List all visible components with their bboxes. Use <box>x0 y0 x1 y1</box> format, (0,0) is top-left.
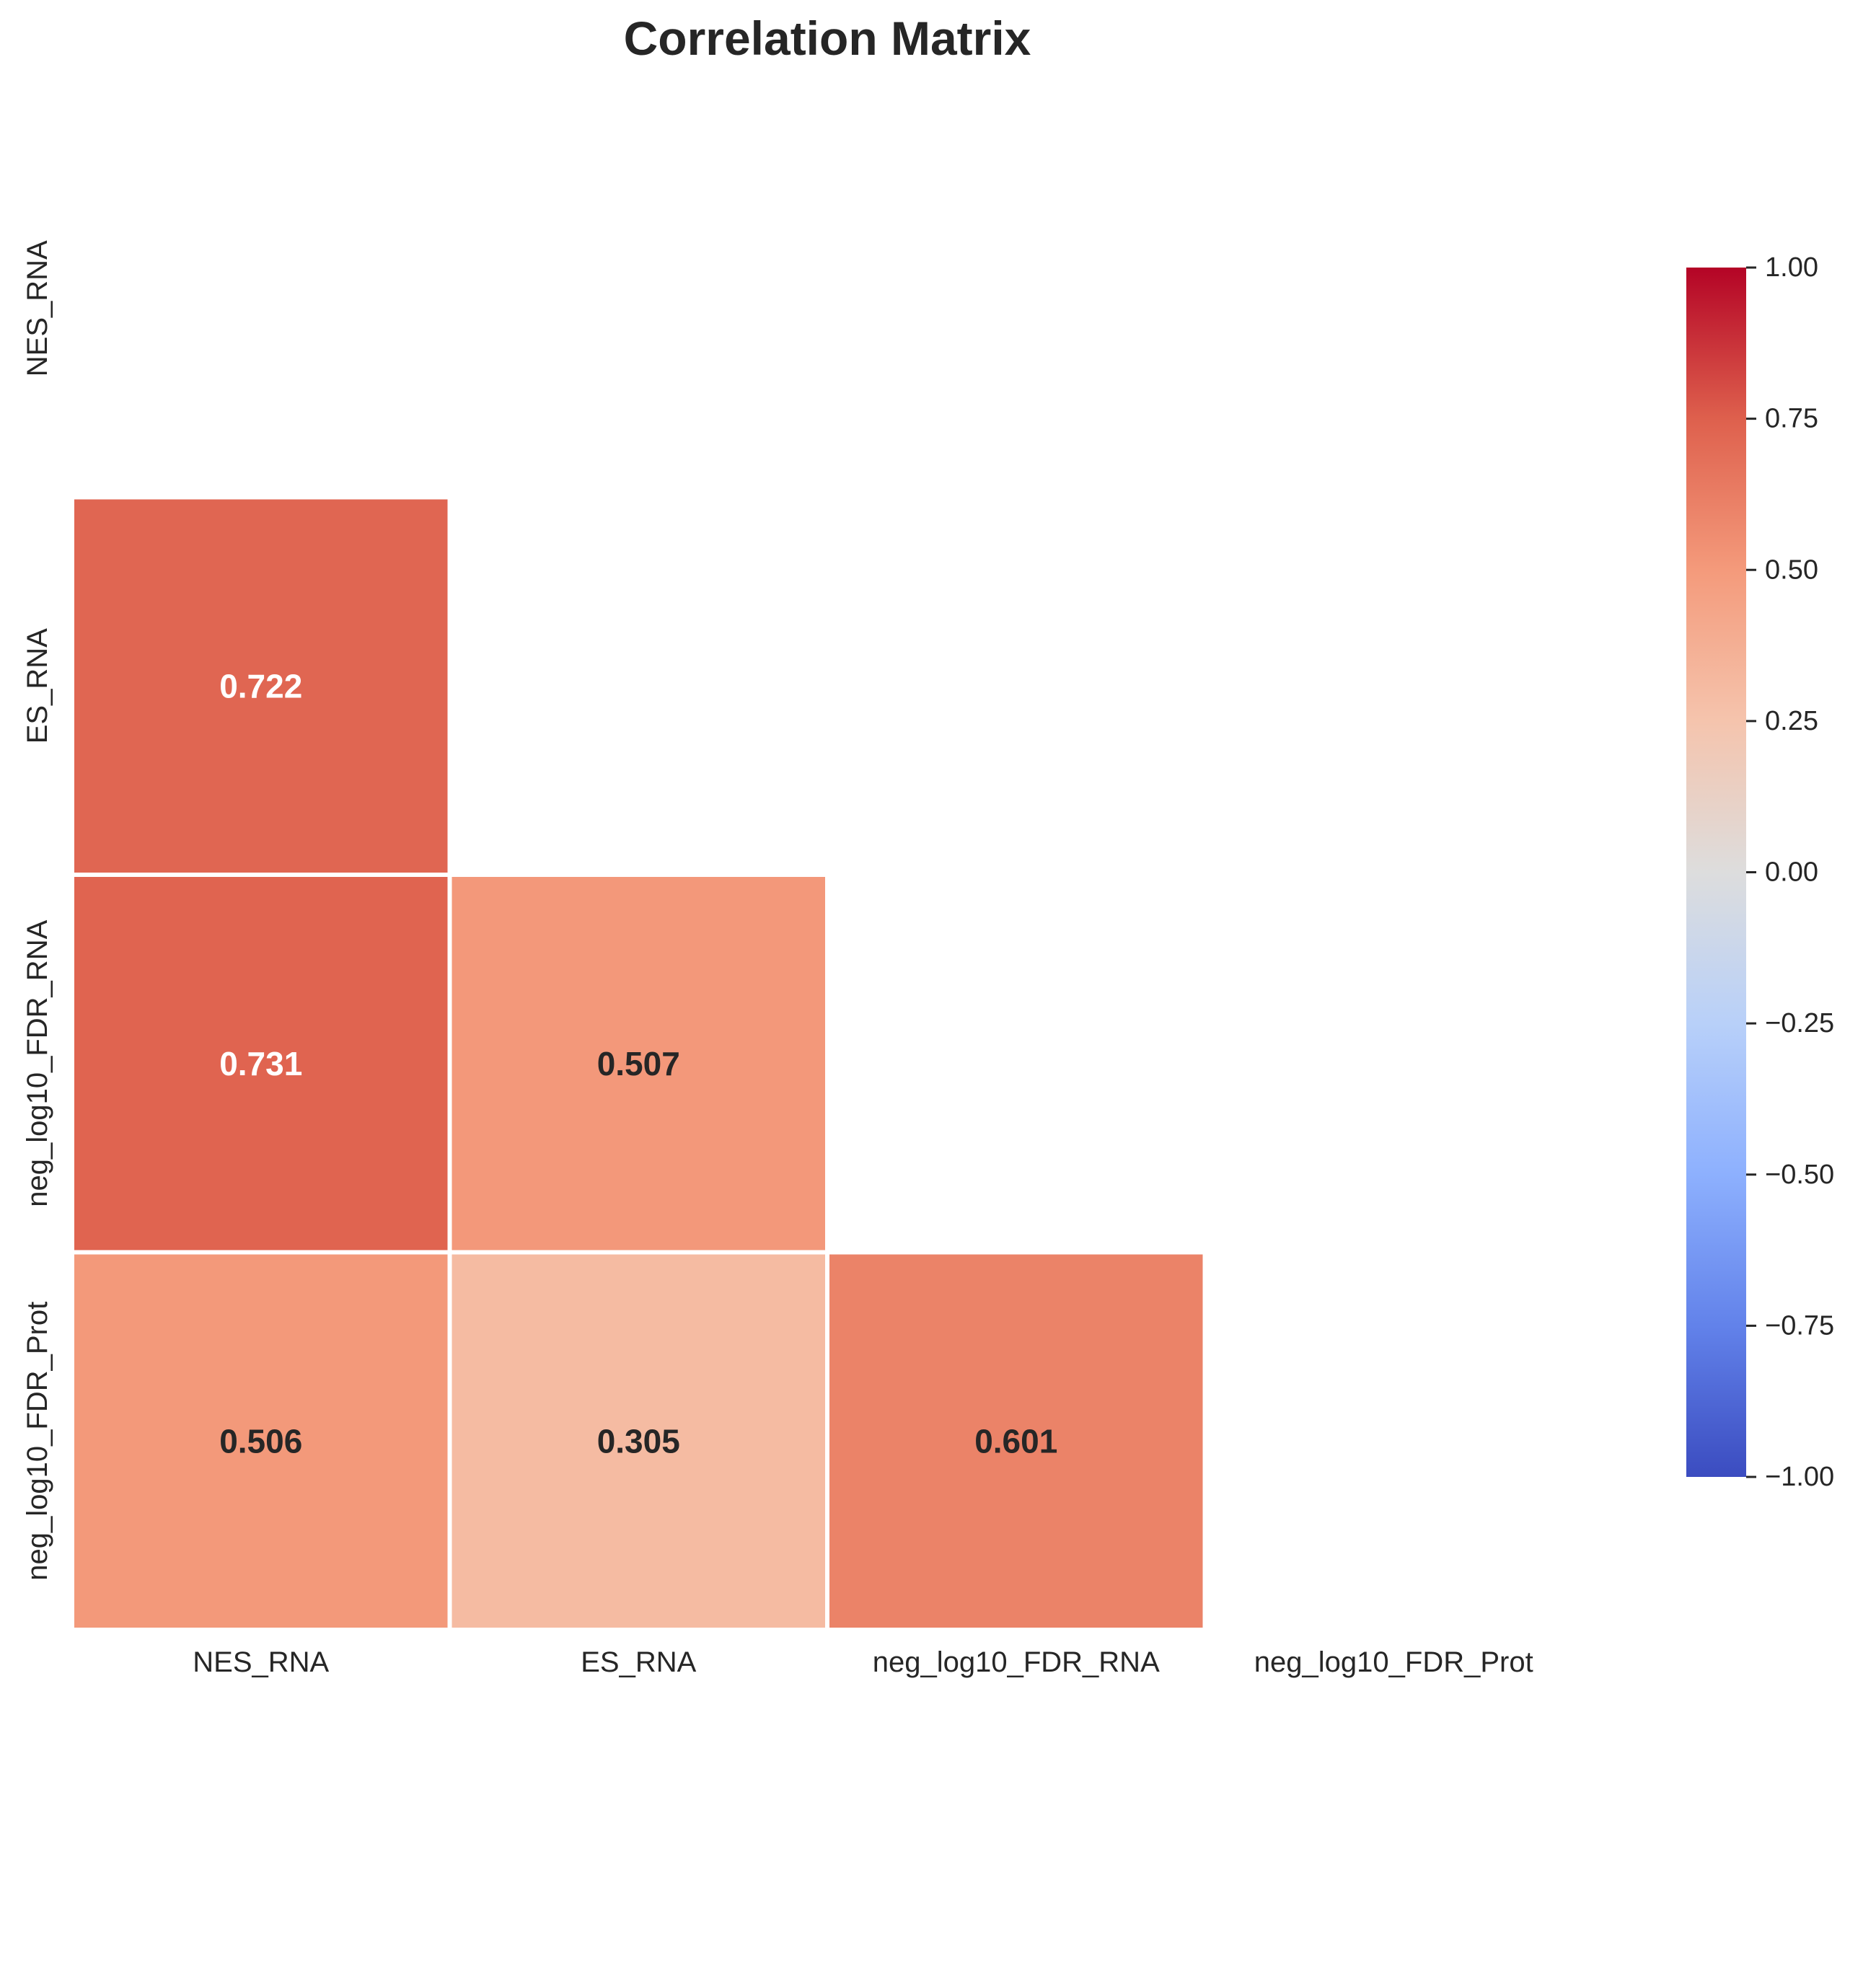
x-tick-label-es-rna: ES_RNA <box>581 1646 696 1678</box>
y-tick-label-es-rna: ES_RNA <box>22 628 53 744</box>
x-tick-label-neg-log10-fdr-prot: neg_log10_FDR_Prot <box>1254 1646 1533 1678</box>
cell-value-label: 0.731 <box>219 1045 302 1082</box>
cell-value-label: 0.506 <box>219 1422 302 1460</box>
colorbar-tick-label: −1.00 <box>1765 1462 1834 1492</box>
heatmap-cell-neg-log10-fdr-rna-nes-rna <box>74 877 448 1250</box>
colorbar-tick-label: −0.25 <box>1765 1008 1834 1038</box>
y-tick-label-nes-rna: NES_RNA <box>22 240 53 376</box>
cell-value-label: 0.507 <box>597 1045 680 1082</box>
x-tick-label-neg-log10-fdr-rna: neg_log10_FDR_RNA <box>873 1646 1160 1678</box>
colorbar <box>1686 268 1746 1477</box>
y-axis-tick-labels: NES_RNA ES_RNA neg_log10_FDR_RNA neg_log10_… <box>22 240 53 1581</box>
heatmap-cell-neg-log10-fdr-rna-es-rna <box>452 877 825 1250</box>
heatmap-cells: 0.722 0.731 0.507 0.506 0.305 0.601 <box>74 499 1203 1628</box>
cell-value-label: 0.722 <box>219 667 302 705</box>
heatmap-cell-neg-log10-fdr-prot-nes-rna <box>74 1254 448 1628</box>
colorbar-ticks: 1.00 0.75 0.50 0.25 0.00 −0.25 −0.50 −0.75 −1.00 <box>1746 252 1834 1492</box>
heatmap-cell-es-rna-nes-rna <box>74 499 448 873</box>
x-tick-label-nes-rna: NES_RNA <box>193 1646 329 1678</box>
cell-value-label: 0.305 <box>597 1422 680 1460</box>
colorbar-tick-label: −0.50 <box>1765 1160 1834 1190</box>
colorbar-tick-label: 1.00 <box>1765 252 1818 283</box>
colorbar-tick-label: 0.00 <box>1765 857 1818 888</box>
y-tick-label-neg-log10-fdr-prot: neg_log10_FDR_Prot <box>22 1302 53 1581</box>
colorbar-tick-label: −0.75 <box>1765 1310 1834 1341</box>
colorbar-tick-label: 0.50 <box>1765 555 1818 585</box>
cell-value-label: 0.601 <box>974 1422 1057 1460</box>
chart-title: Correlation Matrix <box>624 12 1031 65</box>
colorbar-tick-label: 0.75 <box>1765 404 1818 434</box>
x-axis-tick-labels: NES_RNA ES_RNA neg_log10_FDR_RNA neg_log10_… <box>193 1646 1533 1678</box>
heatmap-cell-neg-log10-fdr-prot-neg-log10-fdr-rna <box>829 1254 1203 1628</box>
colorbar-gradient <box>1686 268 1746 1477</box>
colorbar-tick-label: 0.25 <box>1765 706 1818 736</box>
y-tick-label-neg-log10-fdr-rna: neg_log10_FDR_RNA <box>22 919 53 1206</box>
heatmap-cell-neg-log10-fdr-prot-es-rna <box>452 1254 825 1628</box>
